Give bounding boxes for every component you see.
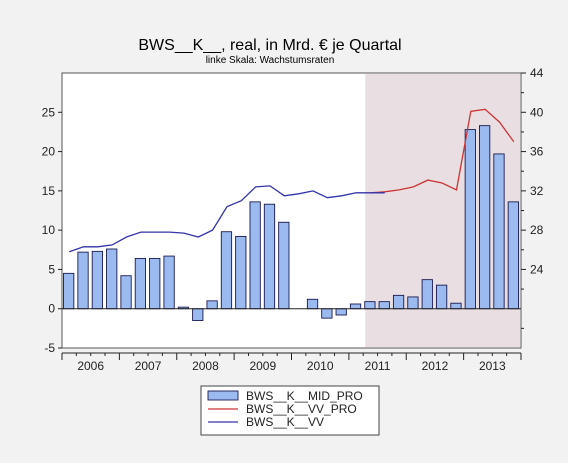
bar-21 [364, 301, 376, 310]
bar-1 [77, 251, 89, 310]
right-tick-label-1: 28 [530, 223, 544, 237]
bar-4 [120, 275, 132, 310]
bar-28 [464, 129, 476, 310]
bar-3 [106, 248, 118, 310]
legend-label-2: BWS__K__VV [246, 415, 324, 429]
bar-0 [63, 272, 75, 310]
chart-title: BWS__K__, real, in Mrd. € je Quartal [138, 37, 401, 54]
legend-label-0: BWS__K__MID_PRO [246, 389, 363, 403]
bar-22 [378, 301, 390, 310]
bar-5 [134, 257, 147, 310]
legend-label-1: BWS__K__VV_PRO [246, 402, 357, 416]
right-tick-label-2: 32 [530, 184, 544, 198]
bar-12 [235, 235, 247, 310]
bar-18 [321, 308, 333, 319]
bar-29 [479, 125, 491, 310]
legend-swatch-0 [207, 390, 239, 401]
x-tick-label-5: 2011 [365, 359, 391, 373]
bar-9 [192, 308, 204, 321]
left-tick-label-1: 0 [48, 302, 55, 316]
x-tick-label-2: 2008 [192, 359, 219, 373]
right-tick-label-4: 40 [530, 105, 544, 119]
x-tick-label-6: 2012 [422, 359, 449, 373]
x-tick-label-1: 2007 [135, 359, 162, 373]
left-tick-label-3: 10 [42, 223, 56, 237]
bar-13 [249, 201, 261, 310]
axes-group: -5 0 5 10 15 20 25 24 28 32 36 40 44 2006 2007 2008 2009… [42, 66, 544, 373]
lines-group [68, 108, 515, 253]
left-tick-label-2: 5 [48, 262, 55, 276]
right-tick-label-3: 36 [530, 145, 544, 159]
x-tick-label-0: 2006 [77, 359, 104, 373]
bar-31 [507, 201, 519, 310]
x-tick-label-4: 2010 [307, 359, 334, 373]
bar-27 [450, 302, 462, 310]
right-tick-label-5: 44 [530, 66, 544, 80]
left-tick-label-0: -5 [44, 341, 55, 355]
x-tick-label-3: 2009 [249, 359, 276, 373]
left-tick-label-6: 25 [42, 105, 56, 119]
bar-11 [220, 231, 233, 310]
bar-30 [493, 153, 505, 310]
bar-2 [91, 250, 103, 310]
bar-6 [149, 257, 161, 310]
bar-17 [306, 298, 319, 310]
bar-25 [421, 279, 433, 310]
left-tick-label-4: 15 [42, 184, 56, 198]
bar-23 [392, 294, 405, 310]
bar-15 [278, 221, 290, 310]
x-tick-label-7: 2013 [479, 359, 506, 373]
chart-subtitle: linke Skala: Wachstumsraten [206, 55, 335, 66]
bar-19 [335, 308, 347, 316]
bar-7 [163, 255, 175, 310]
series-line-1 [370, 108, 515, 194]
bar-14 [263, 203, 276, 310]
right-tick-label-0: 24 [530, 262, 544, 276]
bar-20 [349, 303, 362, 310]
left-tick-label-5: 20 [42, 145, 56, 159]
series-line-2 [68, 185, 385, 253]
bar-10 [206, 300, 218, 310]
bar-26 [435, 284, 448, 310]
bar-24 [407, 296, 419, 310]
bars-group [63, 125, 519, 321]
